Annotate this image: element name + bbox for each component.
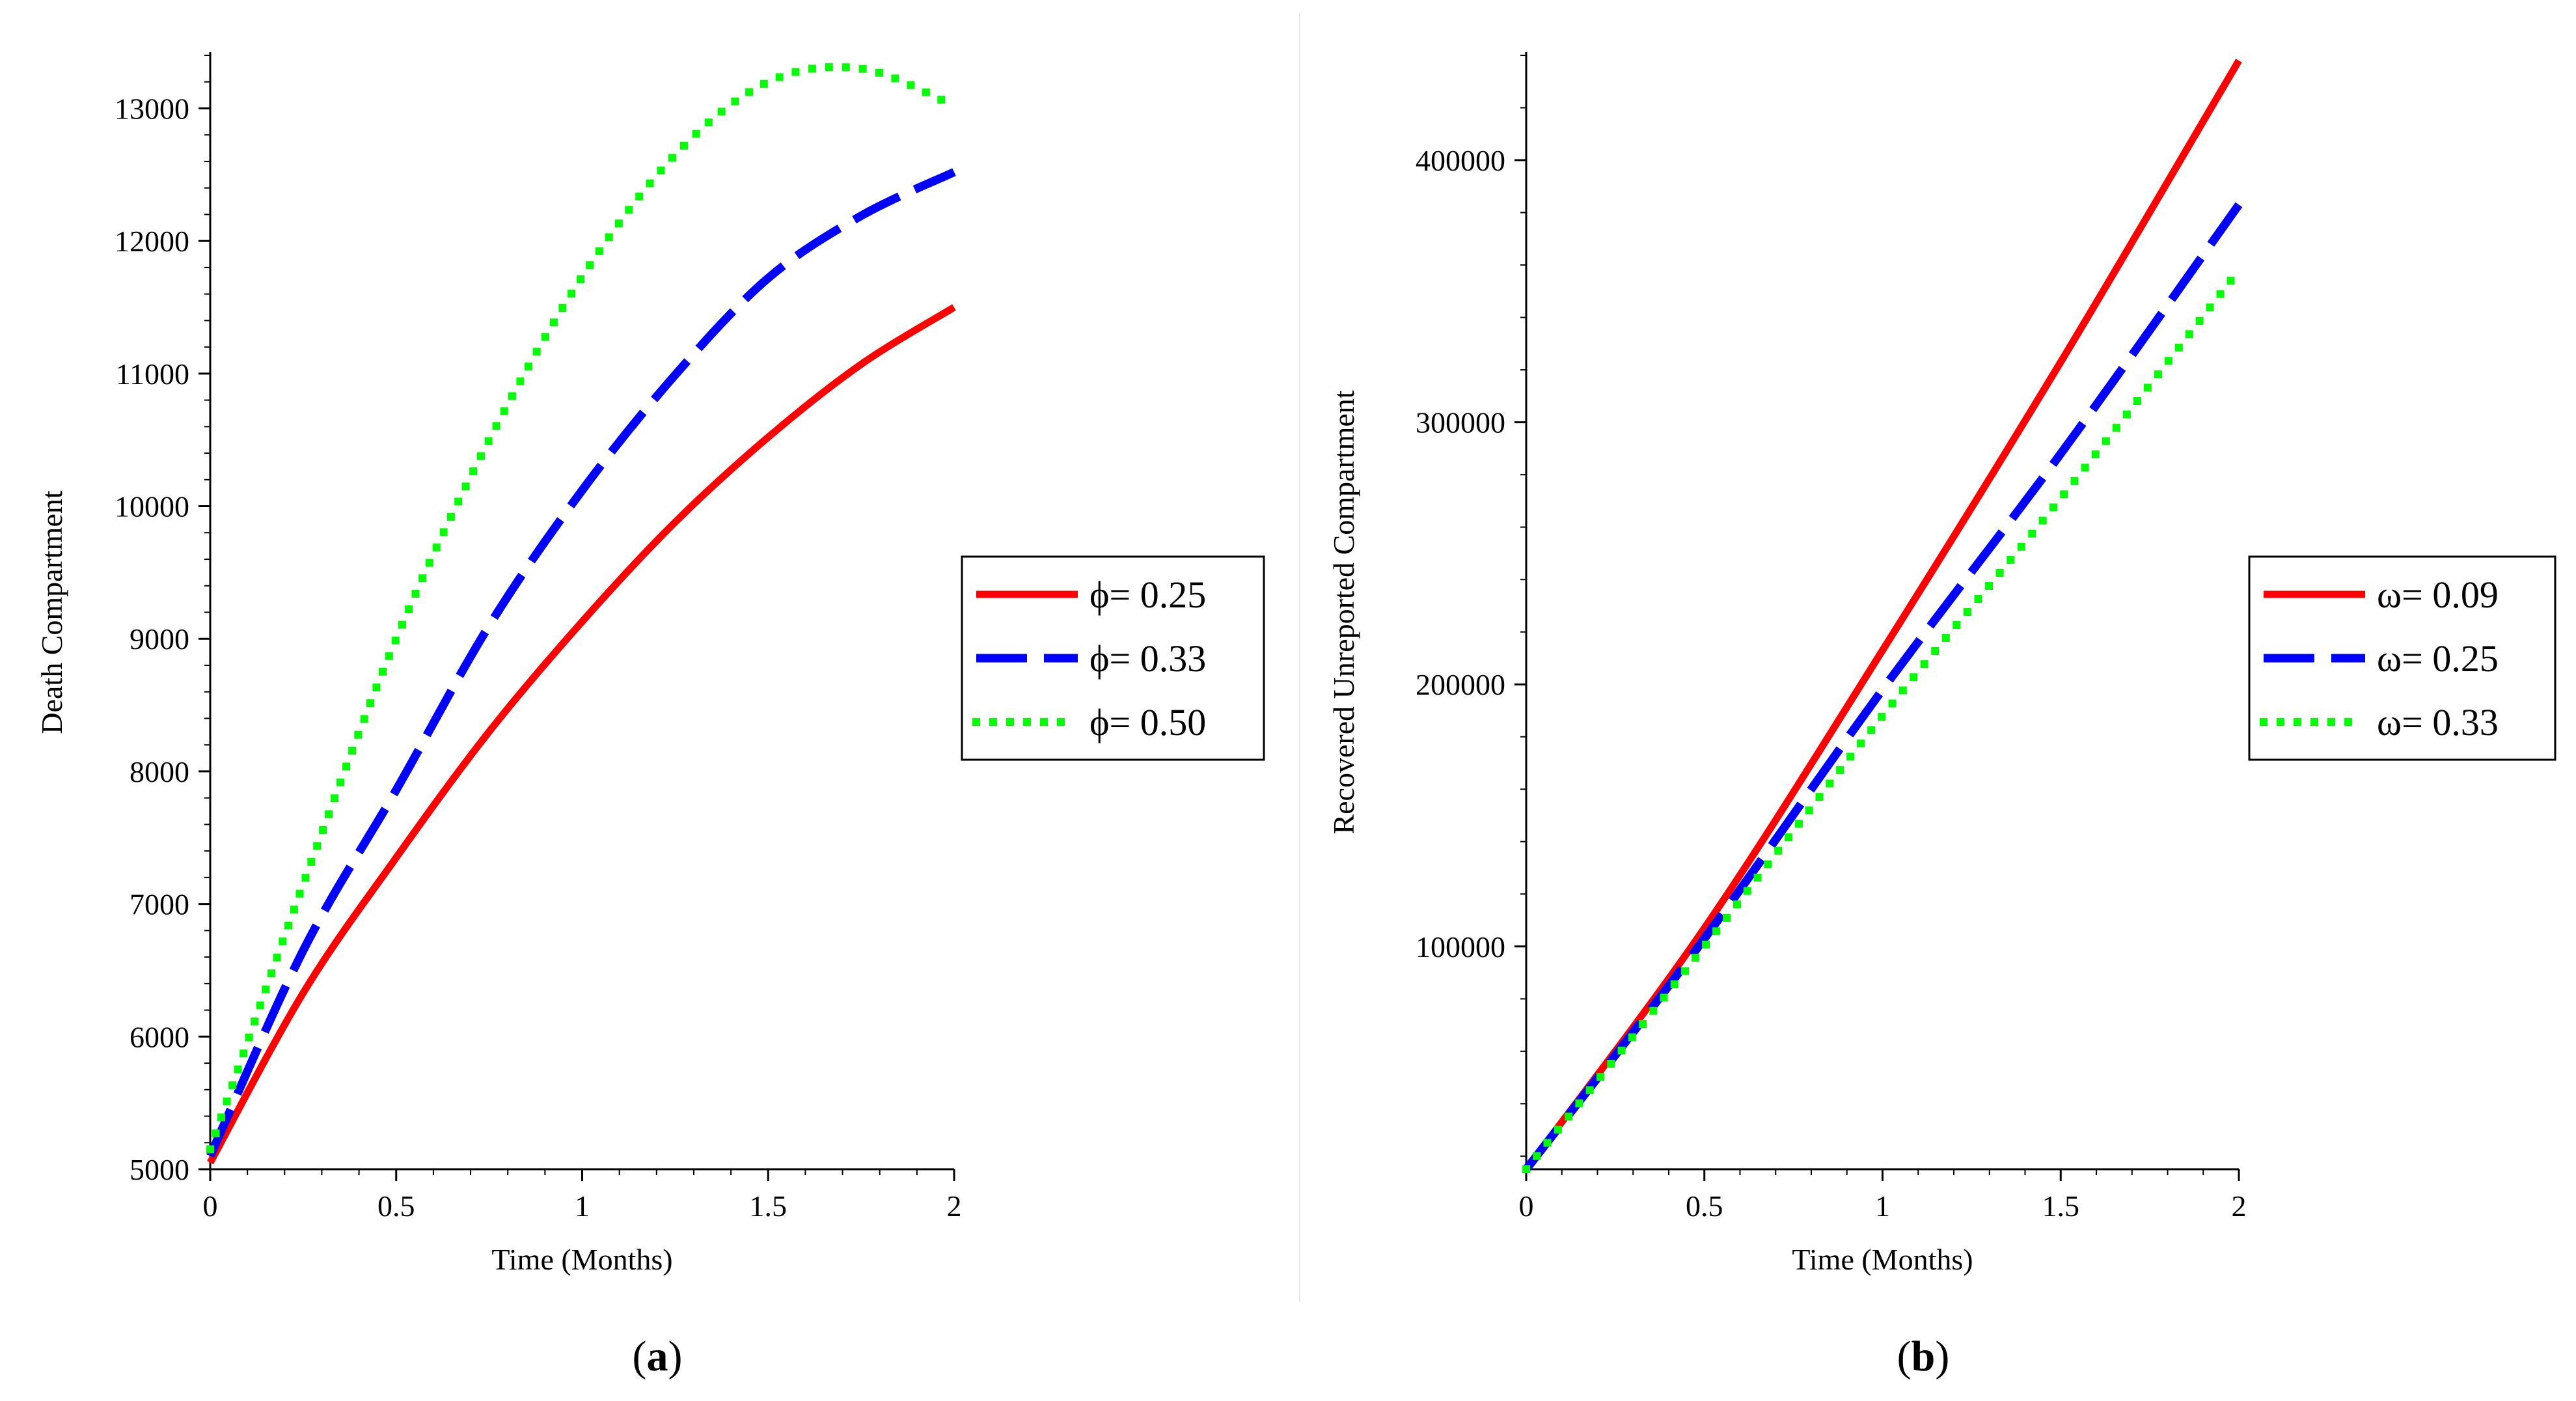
series-line-3 <box>1520 264 2245 1175</box>
x-tick-label: 0.5 <box>377 1189 415 1223</box>
x-tick-label: 2 <box>947 1189 962 1223</box>
y-tick-label: 5000 <box>130 1153 189 1186</box>
caption-letter: a <box>647 1333 668 1380</box>
series-line-3 <box>205 62 959 1155</box>
legend: ϕ= 0.25 ϕ= 0.33 ϕ= 0.50 <box>961 555 1265 761</box>
x-tick-label: 0 <box>203 1189 218 1223</box>
legend-label-2: ϕ= 0.33 <box>1089 637 1206 680</box>
caption-letter: b <box>1911 1333 1936 1380</box>
x-tick-label: 1 <box>575 1189 590 1223</box>
panel-caption: (b) <box>1897 1333 1950 1380</box>
series-line-1 <box>207 304 956 1165</box>
x-tick-label: 1.5 <box>2042 1189 2080 1223</box>
legend-label-3: ϕ= 0.50 <box>1089 701 1206 743</box>
y-tick-label: 8000 <box>130 755 189 788</box>
legend: ω= 0.09 ω= 0.25 ω= 0.33 <box>2248 555 2556 761</box>
y-tick-label: 400000 <box>1416 144 1505 177</box>
panel-b: 0 0.5 1 1.5 2 100000 200000 300000 400000 Time (M… <box>1327 52 2556 1380</box>
x-tick-label: 0 <box>1519 1189 1534 1223</box>
x-axis-title: Time (Months) <box>491 1243 672 1276</box>
y-tick-label: 9000 <box>130 622 189 656</box>
panel-a: 0 0.5 1 1.5 2 5000 6000 7000 8000 9000 10000 11000 1… <box>35 52 1265 1380</box>
series-line-1 <box>1523 59 2242 1172</box>
caption-open-paren: ( <box>633 1333 647 1380</box>
x-tick-label: 1 <box>1875 1189 1890 1223</box>
legend-label-3: ω= 0.33 <box>2377 701 2499 743</box>
y-axis-title: Death Compartment <box>35 490 68 734</box>
x-axis-title: Time (Months) <box>1792 1243 1973 1276</box>
y-tick-label: 13000 <box>115 92 189 125</box>
y-tick-label: 11000 <box>116 357 189 391</box>
x-tick-label: 2 <box>2232 1189 2247 1223</box>
caption-open-paren: ( <box>1897 1333 1911 1380</box>
panel-caption: (a) <box>633 1333 683 1380</box>
x-tick-label: 0.5 <box>1686 1189 1723 1223</box>
y-tick-label: 200000 <box>1416 668 1505 701</box>
caption-close-paren: ) <box>1935 1333 1949 1380</box>
y-tick-label: 7000 <box>130 888 189 921</box>
y-axis-title: Recovered Unreported Compartment <box>1327 390 1360 834</box>
y-tick-label: 100000 <box>1416 930 1505 964</box>
legend-label-1: ϕ= 0.25 <box>1089 574 1206 616</box>
caption-close-paren: ) <box>668 1333 683 1380</box>
y-tick-label: 10000 <box>115 490 189 523</box>
y-tick-label: 300000 <box>1416 406 1505 439</box>
y-tick-label: 6000 <box>130 1020 189 1053</box>
legend-label-1: ω= 0.09 <box>2377 574 2499 616</box>
x-tick-label: 1.5 <box>750 1189 788 1223</box>
series-line-2 <box>206 168 956 1158</box>
legend-label-2: ω= 0.25 <box>2377 637 2499 680</box>
y-tick-label: 12000 <box>115 225 189 258</box>
